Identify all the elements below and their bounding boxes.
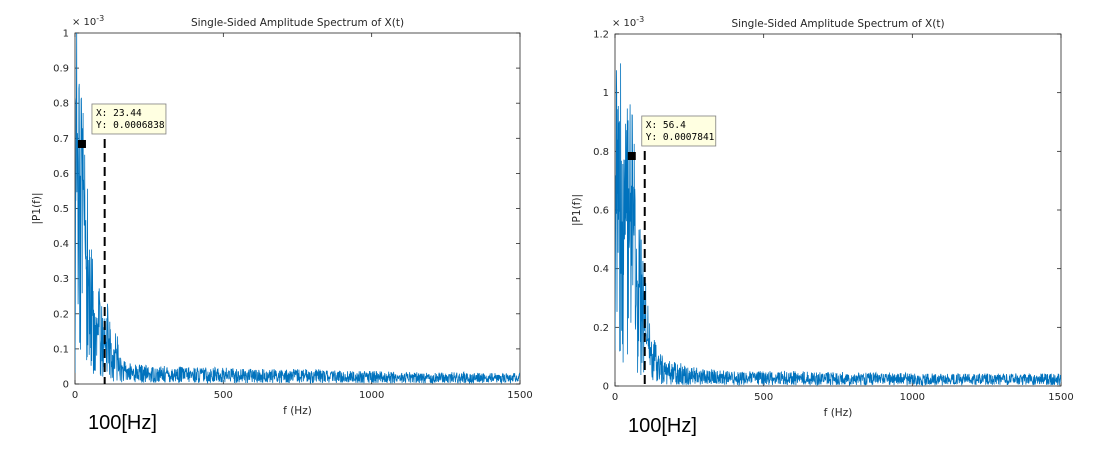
y-tick-label: 1 (603, 88, 609, 99)
datatip-y-label: Y: 0.0006838 (96, 120, 165, 131)
annotation-100hz: 100[Hz] (88, 412, 157, 434)
y-tick-label: 0.9 (53, 64, 69, 75)
x-tick-label: 500 (754, 392, 773, 403)
left-spectrum-panel: Single-Sided Amplitude Spectrum of X(t) ×… (31, 14, 533, 434)
y-exponent-base: × 10 (612, 18, 636, 29)
y-axis-label: |P1(f)| (571, 194, 583, 226)
y-axis-label: |P1(f)| (31, 193, 43, 225)
y-exponent-power: -3 (96, 14, 104, 23)
datatip-box (91, 103, 167, 135)
y-tick-label: 0.2 (53, 309, 69, 320)
datatip-x-label: X: 56.4 (646, 120, 686, 131)
x-tick-label: 1000 (359, 390, 384, 401)
x-tick-label: 500 (214, 390, 233, 401)
datatip-marker[interactable] (77, 139, 86, 148)
y-tick-label: 0.1 (53, 344, 69, 355)
annotation-100hz: 100[Hz] (628, 415, 697, 437)
y-tick-label: 0.3 (53, 274, 69, 285)
spectrum-series-line (75, 33, 520, 384)
datatip-box (641, 115, 717, 147)
y-tick-label: 0.5 (53, 204, 69, 215)
chart-title: Single-Sided Amplitude Spectrum of X(t) (191, 17, 404, 29)
datatip-x-label: X: 23.44 (96, 108, 142, 119)
y-exponent-base: × 10 (72, 17, 96, 28)
y-tick-label: 0.7 (53, 134, 69, 145)
x-tick-label: 1500 (1048, 392, 1073, 403)
spectrum-series-line (615, 63, 1061, 386)
y-tick-label: 1.2 (593, 30, 609, 41)
y-exponent-power: -3 (636, 15, 644, 24)
y-tick-label: 0.6 (593, 206, 609, 217)
x-tick-label: 1000 (900, 392, 925, 403)
right-spectrum-panel: Single-Sided Amplitude Spectrum of X(t) ×… (571, 15, 1074, 437)
y-exponent-label: × 10-3 (72, 14, 104, 28)
y-tick-label: 0.6 (53, 169, 69, 180)
y-tick-label: 1 (63, 29, 69, 40)
x-tick-label: 0 (72, 390, 78, 401)
datatip-marker[interactable] (627, 151, 636, 160)
datatip-y-label: Y: 0.0007841 (646, 132, 715, 143)
x-tick-label: 1500 (507, 390, 532, 401)
y-exponent-label: × 10-3 (612, 15, 644, 29)
y-tick-label: 0.8 (53, 99, 69, 110)
chart-title: Single-Sided Amplitude Spectrum of X(t) (731, 18, 944, 30)
y-tick-label: 0.4 (53, 239, 69, 250)
x-tick-label: 0 (612, 392, 618, 403)
x-axis-label: f (Hz) (283, 405, 312, 417)
y-tick-label: 0.8 (593, 147, 609, 158)
y-tick-label: 0 (63, 380, 69, 391)
y-tick-label: 0 (603, 382, 609, 393)
x-axis-label: f (Hz) (824, 407, 853, 419)
plot-area (74, 32, 521, 385)
y-tick-label: 0.2 (593, 323, 609, 334)
plot-area (614, 33, 1062, 387)
y-tick-label: 0.4 (593, 264, 609, 275)
